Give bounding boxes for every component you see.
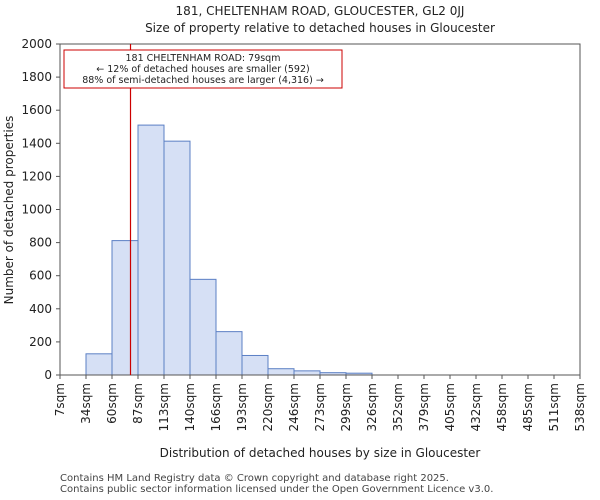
bar-34sqm — [85, 353, 113, 376]
y-tick-label: 1200 — [21, 169, 52, 183]
bar-193sqm — [241, 354, 269, 376]
bar-series — [85, 124, 373, 376]
x-tick-label: 220sqm — [261, 383, 275, 431]
y-tick-label: 800 — [29, 236, 52, 250]
bar-166sqm — [215, 331, 243, 376]
x-tick-label: 511sqm — [547, 383, 561, 431]
x-tick-label: 193sqm — [235, 383, 249, 431]
x-tick-label: 326sqm — [365, 383, 379, 431]
y-tick-label: 2000 — [21, 37, 52, 51]
x-tick-label: 299sqm — [339, 383, 353, 431]
annotation-line-3: 88% of semi-detached houses are larger (… — [82, 75, 324, 86]
x-tick-label: 166sqm — [209, 383, 223, 431]
x-tick-label: 60sqm — [105, 383, 119, 424]
y-tick-label: 200 — [29, 335, 52, 349]
x-tick-label: 458sqm — [495, 383, 509, 431]
y-axis-label: Number of detached properties — [2, 116, 16, 305]
bar-60sqm — [111, 240, 139, 376]
y-tick-label: 600 — [29, 269, 52, 283]
y-tick-label: 400 — [29, 302, 52, 316]
annotation-line-2: ← 12% of detached houses are smaller (59… — [96, 64, 309, 75]
x-axis: 7sqm 34sqm 60sqm 87sqm 113sqm 140sqm 166sqm 193… — [53, 375, 587, 431]
y-axis: 0 200 400 600 800 1000 1200 1400 1600 1800 2000 — [21, 37, 60, 382]
y-tick-label: 0 — [44, 368, 52, 382]
bar-87sqm — [137, 124, 165, 376]
x-tick-label: 87sqm — [131, 383, 145, 424]
y-tick-label: 1800 — [21, 70, 52, 84]
footer-attribution-2: Contains public sector information licen… — [60, 484, 494, 495]
chart-title: 181, CHELTENHAM ROAD, GLOUCESTER, GL2 0J… — [176, 4, 465, 18]
annotation-frame — [63, 49, 343, 89]
x-tick-label: 140sqm — [183, 383, 197, 431]
bar-113sqm — [163, 140, 191, 376]
x-tick-label: 485sqm — [521, 383, 535, 431]
annotation-line-1: 181 CHELTENHAM ROAD: 79sqm — [126, 53, 281, 64]
x-tick-label: 273sqm — [313, 383, 327, 431]
x-axis-label: Distribution of detached houses by size … — [160, 446, 481, 460]
x-tick-label: 113sqm — [157, 383, 171, 431]
x-tick-label: 432sqm — [469, 383, 483, 431]
bar-220sqm — [267, 368, 295, 376]
x-tick-label: 352sqm — [391, 383, 405, 431]
x-tick-label: 538sqm — [573, 383, 587, 431]
x-tick-label: 405sqm — [443, 383, 457, 431]
plot-frame — [59, 43, 581, 376]
x-tick-label: 379sqm — [417, 383, 431, 431]
x-tick-label: 7sqm — [53, 383, 67, 416]
y-tick-label: 1000 — [21, 203, 52, 217]
chart-subtitle: Size of property relative to detached ho… — [145, 21, 495, 35]
footer-attribution-1: Contains HM Land Registry data © Crown c… — [60, 473, 449, 484]
annotation-box: 181 CHELTENHAM ROAD: 79sqm ← 12% of deta… — [63, 49, 343, 89]
x-tick-label: 246sqm — [287, 383, 301, 431]
x-tick-label: 34sqm — [79, 383, 93, 424]
y-tick-label: 1400 — [21, 136, 52, 150]
bar-246sqm — [293, 370, 321, 376]
bar-140sqm — [189, 278, 217, 376]
y-tick-label: 1600 — [21, 103, 52, 117]
